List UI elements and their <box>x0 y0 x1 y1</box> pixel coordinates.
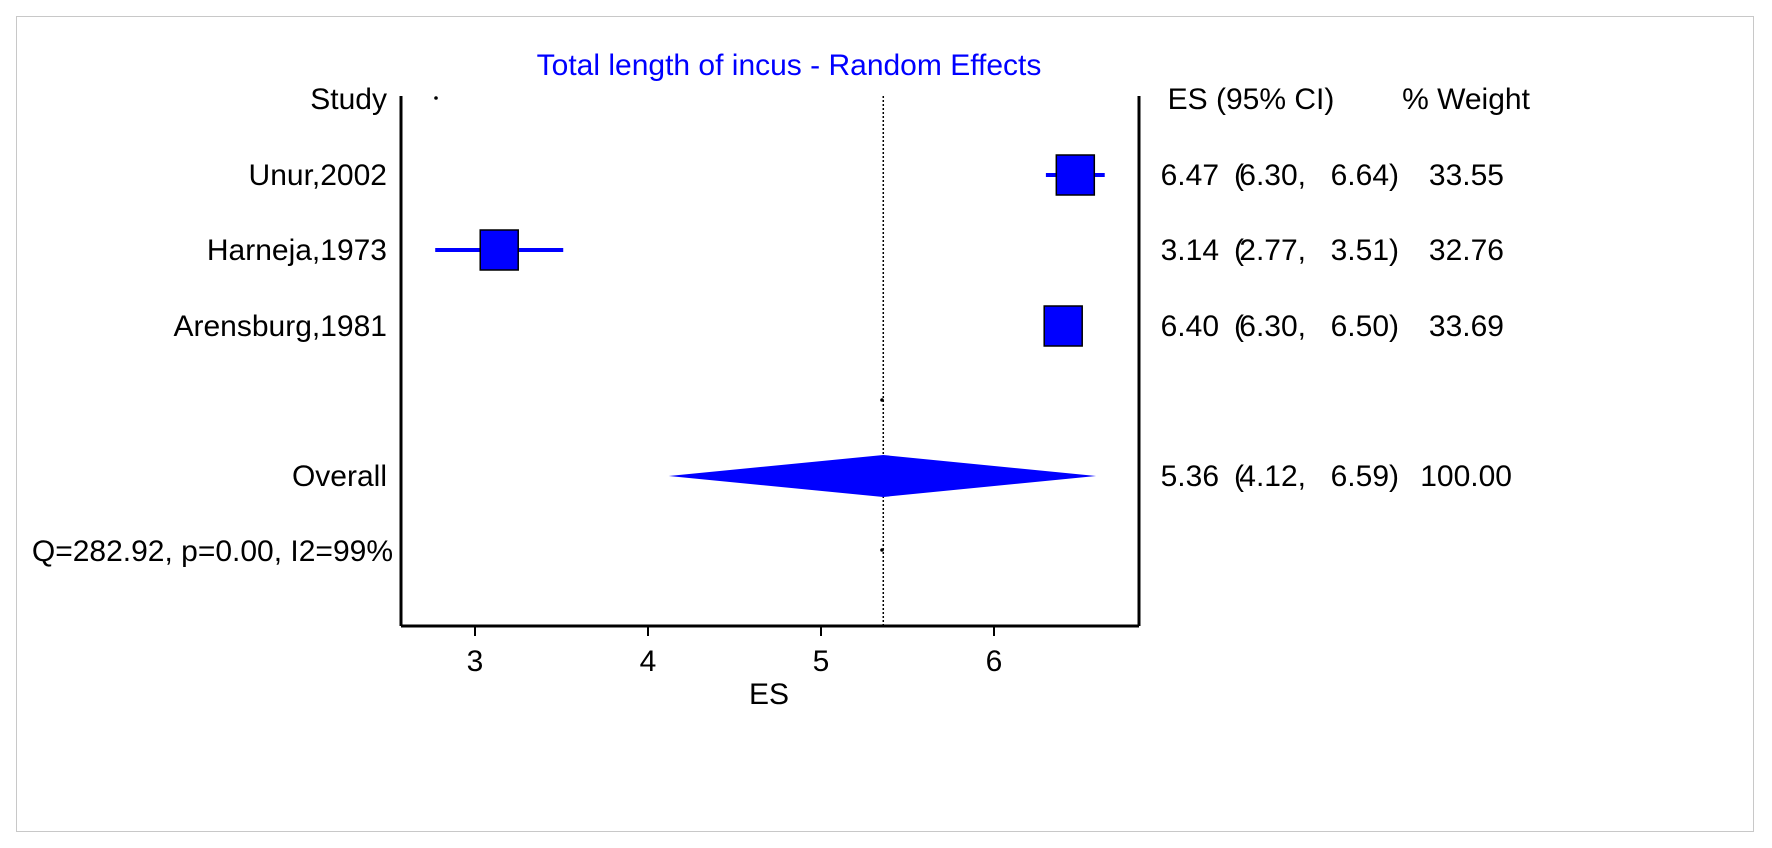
es-value: 5.36 <box>1161 460 1219 493</box>
stray-dot <box>880 548 884 552</box>
x-tick-label: 6 <box>986 645 1003 678</box>
ci-close-paren: ) <box>1389 460 1399 493</box>
effect-size-marker <box>1043 305 1083 347</box>
ci-close-paren: ) <box>1389 159 1399 192</box>
overall-effect-diamond <box>668 455 1097 497</box>
ci-lower-value: 4.12, <box>1239 460 1306 493</box>
ci-lower-value: 6.30, <box>1239 310 1306 343</box>
x-tick-label: 5 <box>813 645 830 678</box>
stray-dot <box>880 398 884 402</box>
es-column-header: ES (95% CI) <box>1168 83 1335 116</box>
ci-lower-value: 2.77, <box>1239 234 1306 267</box>
heterogeneity-stats: Q=282.92, p=0.00, I2=99% <box>32 535 393 568</box>
weight-value: 33.55 <box>1429 159 1504 192</box>
x-tick-label: 4 <box>640 645 657 678</box>
es-value: 6.47 <box>1161 159 1219 192</box>
es-value: 6.40 <box>1161 310 1219 343</box>
ci-upper-value: 6.64 <box>1331 159 1389 192</box>
ci-upper-value: 6.59 <box>1331 460 1389 493</box>
ci-open-paren: ( <box>1234 460 1244 493</box>
stray-dot <box>434 96 438 100</box>
effect-size-marker <box>1055 154 1096 196</box>
es-value: 3.14 <box>1161 234 1219 267</box>
ci-lower-value: 6.30, <box>1239 159 1306 192</box>
ci-close-paren: ) <box>1389 310 1399 343</box>
overall-label: Overall <box>292 460 387 493</box>
chart-title: Total length of incus - Random Effects <box>537 49 1042 82</box>
ci-upper-value: 3.51 <box>1331 234 1389 267</box>
study-label: Harneja,1973 <box>207 234 387 267</box>
x-axis-label: ES <box>749 678 789 711</box>
study-label: Arensburg,1981 <box>174 310 388 343</box>
x-tick-label: 3 <box>467 645 484 678</box>
study-column-header: Study <box>310 83 387 116</box>
effect-size-marker <box>479 229 519 271</box>
weight-value: 33.69 <box>1429 310 1504 343</box>
ci-open-paren: ( <box>1234 234 1244 267</box>
ci-open-paren: ( <box>1234 159 1244 192</box>
figure-frame: Total length of incus - Random Effects St… <box>16 16 1754 832</box>
ci-open-paren: ( <box>1234 310 1244 343</box>
forest-plot: Total length of incus - Random Effects St… <box>32 49 1531 711</box>
ci-upper-value: 6.50 <box>1331 310 1389 343</box>
study-label: Unur,2002 <box>249 159 387 192</box>
weight-value: 100.00 <box>1420 460 1512 493</box>
weight-column-header: % Weight <box>1402 83 1531 116</box>
weight-value: 32.76 <box>1429 234 1504 267</box>
ci-close-paren: ) <box>1389 234 1399 267</box>
